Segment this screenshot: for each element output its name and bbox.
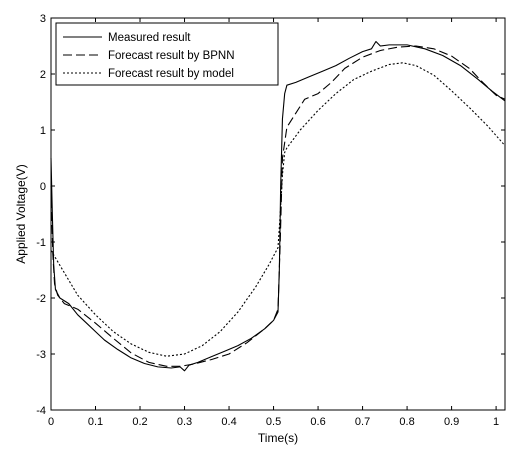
x-tick-label: 0.4 [221,416,236,428]
y-axis-label: Applied Voltage(V) [14,164,28,263]
x-axis-label: Time(s) [258,431,298,445]
x-tick-label: 0.7 [355,416,370,428]
legend: Measured result Forecast result by BPNN … [55,22,279,86]
x-tick-label: 1 [493,416,499,428]
x-tick-label: 0.9 [444,416,459,428]
legend-label-measured: Measured result [108,32,191,44]
legend-box [55,22,279,86]
y-tick-label: 0 [40,181,46,193]
legend-label-bpnn: Forecast result by BPNN [108,50,235,62]
legend-label-model: Forecast result by model [108,68,234,80]
series-layer [50,40,506,372]
x-tick-label: 0.6 [310,416,325,428]
x-tick-label: 0.1 [88,416,103,428]
x-tick-label: 0.8 [399,416,414,428]
x-tick-label: 0 [48,416,54,428]
x-tick-label: 0.3 [177,416,192,428]
x-tick-label: 0.5 [266,416,281,428]
y-tick-label: -2 [36,293,46,305]
y-tick-label: 3 [40,13,46,25]
y-tick-label: -4 [36,405,46,417]
series-model-line [50,62,506,357]
series-bpnn-line [50,45,506,367]
y-tick-label: -3 [36,349,46,361]
y-tick-label: -1 [36,237,46,249]
y-tick-label: 2 [40,69,46,81]
y-tick-label: 1 [40,125,46,137]
x-tick-label: 0.2 [132,416,147,428]
y-axis: -4 -3 -2 -1 0 1 2 3 [36,13,505,417]
x-axis: 0 0.1 0.2 0.3 0.4 0.5 0.6 0.7 0.8 0.9 1 [48,18,499,428]
